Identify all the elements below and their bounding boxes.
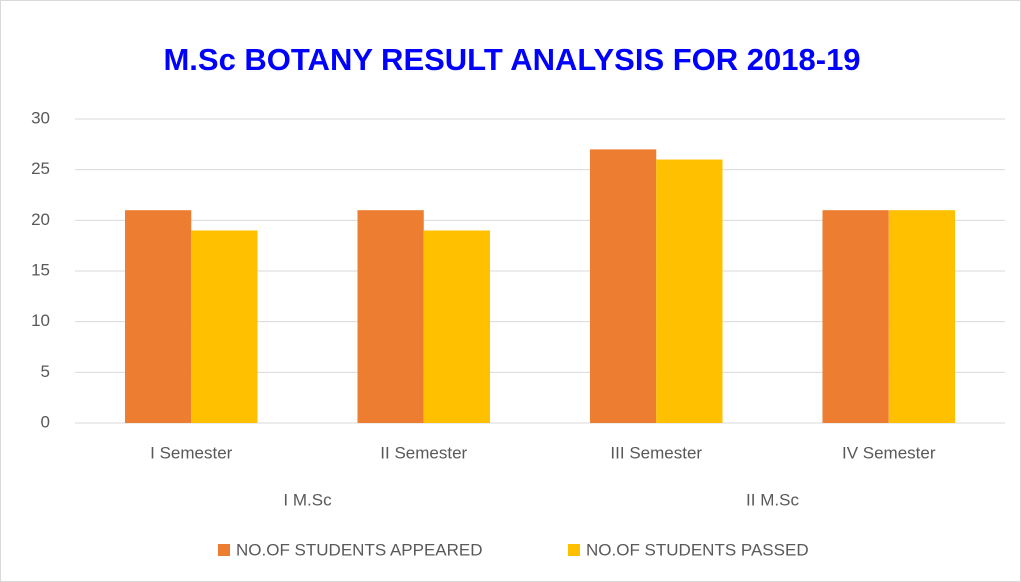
y-tick-label: 15 [31, 260, 50, 279]
legend-label: NO.OF STUDENTS APPEARED [236, 540, 483, 559]
legend-swatch [218, 544, 230, 556]
bar [589, 149, 657, 423]
x-tick-label: III Semester [610, 443, 702, 462]
group-label: II M.Sc [746, 490, 799, 509]
chart-title: M.Sc BOTANY RESULT ANALYSIS FOR 2018-19 [163, 42, 860, 77]
y-tick-label: 20 [31, 210, 50, 229]
y-tick-label: 0 [41, 412, 50, 431]
x-tick-label: II Semester [380, 443, 467, 462]
bar [423, 230, 491, 423]
legend-swatch [568, 544, 580, 556]
group-label: I M.Sc [283, 490, 332, 509]
y-tick-label: 25 [31, 159, 50, 178]
y-tick-label: 5 [41, 362, 50, 381]
y-tick-label: 30 [31, 108, 50, 127]
bar [124, 210, 192, 423]
bar [822, 210, 889, 423]
bar [357, 210, 424, 423]
y-tick-label: 10 [31, 311, 50, 330]
bar [191, 230, 258, 423]
x-tick-label: IV Semester [842, 443, 936, 462]
bar [656, 159, 723, 424]
bar [888, 210, 956, 423]
x-tick-label: I Semester [150, 443, 233, 462]
legend-label: NO.OF STUDENTS PASSED [586, 540, 809, 559]
